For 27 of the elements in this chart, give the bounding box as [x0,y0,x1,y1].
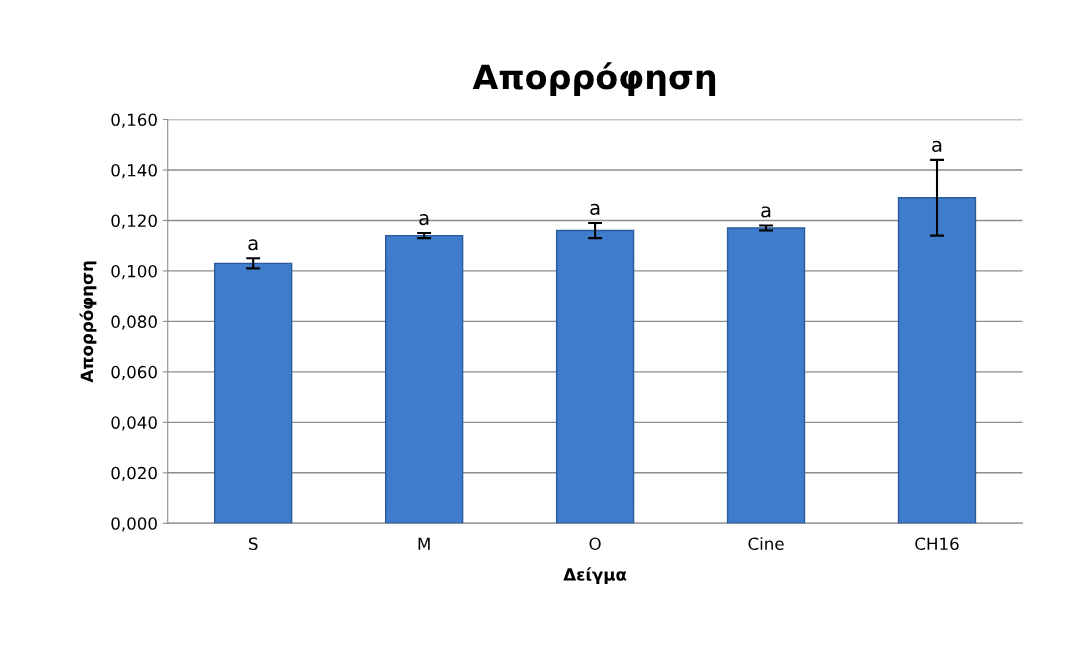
bar [555,229,635,524]
x-tick-label: S [249,537,258,551]
y-tick-label: 0,020 [111,466,157,482]
x-tick-label: CH16 [915,537,959,551]
y-tick-label: 0,040 [111,416,157,431]
annotation: a [932,140,942,152]
y-tick-label: 0,140 [111,163,157,179]
bar [726,227,806,524]
bar [214,262,293,524]
annotation: a [590,203,600,216]
annotation: a [248,239,258,251]
chart-title: Απορρόφηση [472,62,716,96]
y-tick-label: 0,100 [111,264,157,280]
x-tick-label: M [418,537,430,550]
bar [384,234,464,524]
x-tick-label: O [589,537,601,551]
annotation: a [761,206,771,218]
y-tick-label: 0,000 [111,517,157,532]
y-tick-label: 0,080 [111,315,157,330]
y-tick-label: 0,160 [111,113,157,128]
y-tick-label: 0,060 [111,365,157,381]
x-tick-label: Cine [748,537,784,551]
y-axis-title: Απορρόφηση [79,261,97,383]
annotation: a [419,213,429,226]
bar [897,197,977,524]
y-tick-label: 0,120 [111,214,157,229]
x-axis-title: Δείγμα [563,567,627,584]
